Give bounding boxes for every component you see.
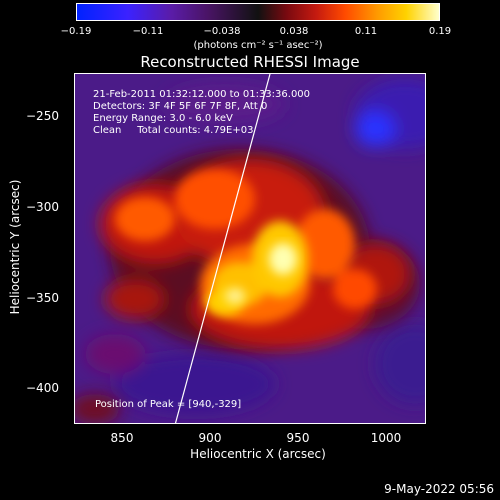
rhessi-map-graphic bbox=[75, 74, 425, 423]
colorbar-tick: −0.11 bbox=[132, 26, 164, 37]
colorbar-unit: (photons cm⁻² s⁻¹ asec⁻²) bbox=[193, 40, 323, 51]
info-peak-position: Position of Peak = [940,-329] bbox=[95, 399, 242, 410]
y-tick-label: −400 bbox=[26, 381, 59, 395]
solar-limb-line bbox=[174, 74, 271, 423]
rhessi-image: 21-Feb-2011 01:32:12.000 to 01:33:36.000… bbox=[74, 73, 426, 424]
image-title: Reconstructed RHESSI Image bbox=[140, 53, 360, 71]
x-axis-label: Heliocentric X (arcsec) bbox=[190, 447, 326, 461]
colorbar-tick: 0.11 bbox=[354, 26, 378, 37]
colorbar-tick: 0.19 bbox=[428, 26, 452, 37]
x-tick-label: 850 bbox=[110, 431, 134, 445]
info-time-range: 21-Feb-2011 01:32:12.000 to 01:33:36.000 bbox=[93, 89, 311, 100]
y-tick-label: −250 bbox=[26, 109, 59, 123]
y-axis-label: Heliocentric Y (arcsec) bbox=[8, 179, 22, 315]
colorbar bbox=[76, 3, 440, 21]
x-tick-label: 1000 bbox=[370, 431, 402, 445]
colorbar-tick: −0.19 bbox=[60, 26, 92, 37]
y-tick-label: −300 bbox=[26, 200, 59, 214]
x-tick-label: 900 bbox=[198, 431, 222, 445]
x-tick-label: 950 bbox=[286, 431, 310, 445]
info-energy-range: Energy Range: 3.0 - 6.0 keV bbox=[93, 113, 233, 124]
colorbar-tick: −0.038 bbox=[203, 26, 241, 37]
info-clean-counts: Clean Total counts: 4.79E+03 bbox=[93, 125, 254, 136]
info-detectors: Detectors: 3F 4F 5F 6F 7F 8F, Att 0 bbox=[93, 101, 268, 112]
date-stamp: 9-May-2022 05:56 bbox=[384, 482, 494, 496]
colorbar-tick: 0.038 bbox=[279, 26, 309, 37]
y-tick-label: −350 bbox=[26, 291, 59, 305]
